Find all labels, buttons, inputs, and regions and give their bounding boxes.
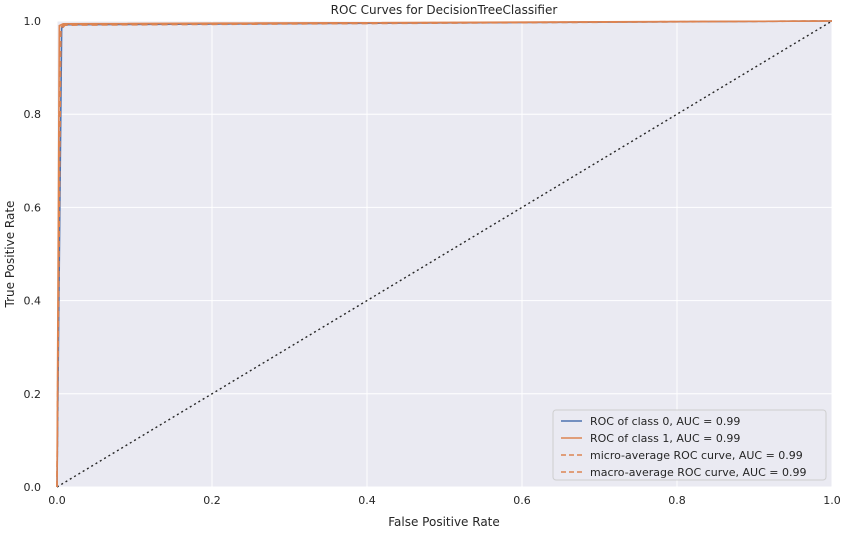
x-tick-label: 0.8 <box>668 494 686 507</box>
x-tick-label: 0.6 <box>513 494 531 507</box>
legend-box <box>552 409 827 481</box>
legend-label-3: macro-average ROC curve, AUC = 0.99 <box>590 466 806 479</box>
x-tick-label: 0.0 <box>48 494 66 507</box>
x-ticks: 0.0 0.2 0.4 0.6 0.8 1.0 <box>48 494 841 507</box>
y-axis-label: True Positive Rate <box>3 201 17 309</box>
x-tick-label: 0.2 <box>203 494 221 507</box>
y-tick-label: 0.8 <box>24 108 42 121</box>
x-tick-label: 0.4 <box>358 494 376 507</box>
y-tick-label: 0.0 <box>24 481 42 494</box>
chance-diagonal-line <box>56 20 833 488</box>
legend: ROC of class 0, AUC = 0.99 ROC of class 1… <box>552 409 827 481</box>
legend-label-2: micro-average ROC curve, AUC = 0.99 <box>590 449 803 462</box>
grid <box>56 20 833 488</box>
y-tick-label: 0.4 <box>24 295 42 308</box>
x-axis-label: False Positive Rate <box>388 515 500 529</box>
y-tick-label: 0.2 <box>24 388 42 401</box>
legend-label-1: ROC of class 1, AUC = 0.99 <box>590 432 740 445</box>
roc-series-line-2 <box>56 20 833 488</box>
y-tick-label: 1.0 <box>24 15 42 28</box>
series-group <box>56 20 833 488</box>
legend-label-0: ROC of class 0, AUC = 0.99 <box>590 415 740 428</box>
y-tick-label: 0.6 <box>24 201 42 214</box>
chart-title: ROC Curves for DecisionTreeClassifier <box>331 3 558 17</box>
y-ticks: 0.0 0.2 0.4 0.6 0.8 1.0 <box>24 15 42 494</box>
x-tick-label: 1.0 <box>823 494 841 507</box>
